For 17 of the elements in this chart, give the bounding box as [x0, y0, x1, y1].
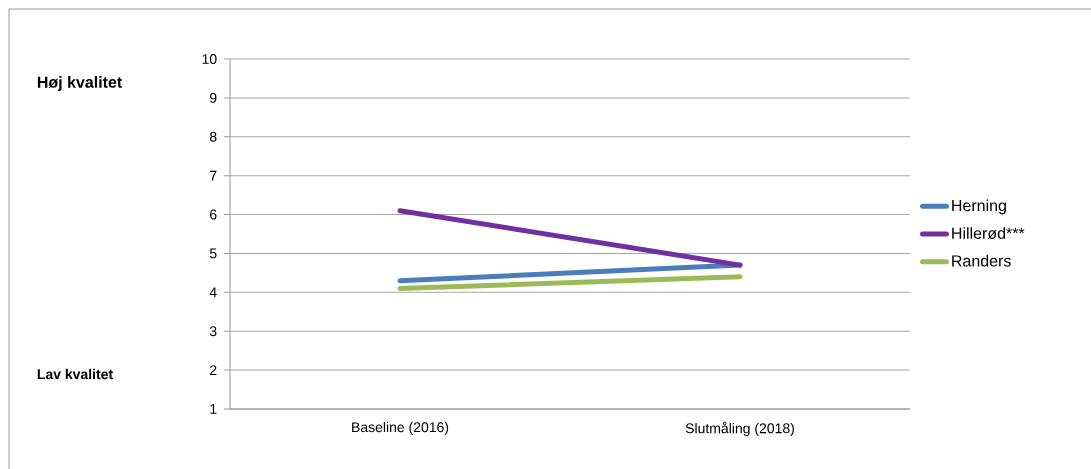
y-tick-label: 2: [210, 365, 217, 375]
legend-label: Herning: [952, 199, 1006, 215]
y-tick-label: 3: [209, 326, 217, 337]
y-tick-label: 9: [210, 92, 217, 103]
text: Høj kvalitet: [37, 76, 123, 91]
legend-label: Randers: [952, 254, 1011, 267]
x-tick-label: Slutmåling (2018): [685, 421, 794, 437]
text: Lav kvalitet: [37, 368, 113, 380]
legend-label: Hillerød***: [952, 227, 1025, 240]
y-tick-label: 7: [210, 170, 217, 181]
y-tick-label: 4: [209, 287, 217, 298]
y-tick-label: 6: [210, 209, 217, 220]
y-tick-label: 8: [209, 131, 217, 142]
y-tick-label: 10: [202, 54, 217, 64]
y-tick-label: 1: [210, 404, 217, 414]
x-tick-label: Baseline (2016): [352, 421, 449, 435]
y-tick-label: 5: [209, 248, 217, 259]
